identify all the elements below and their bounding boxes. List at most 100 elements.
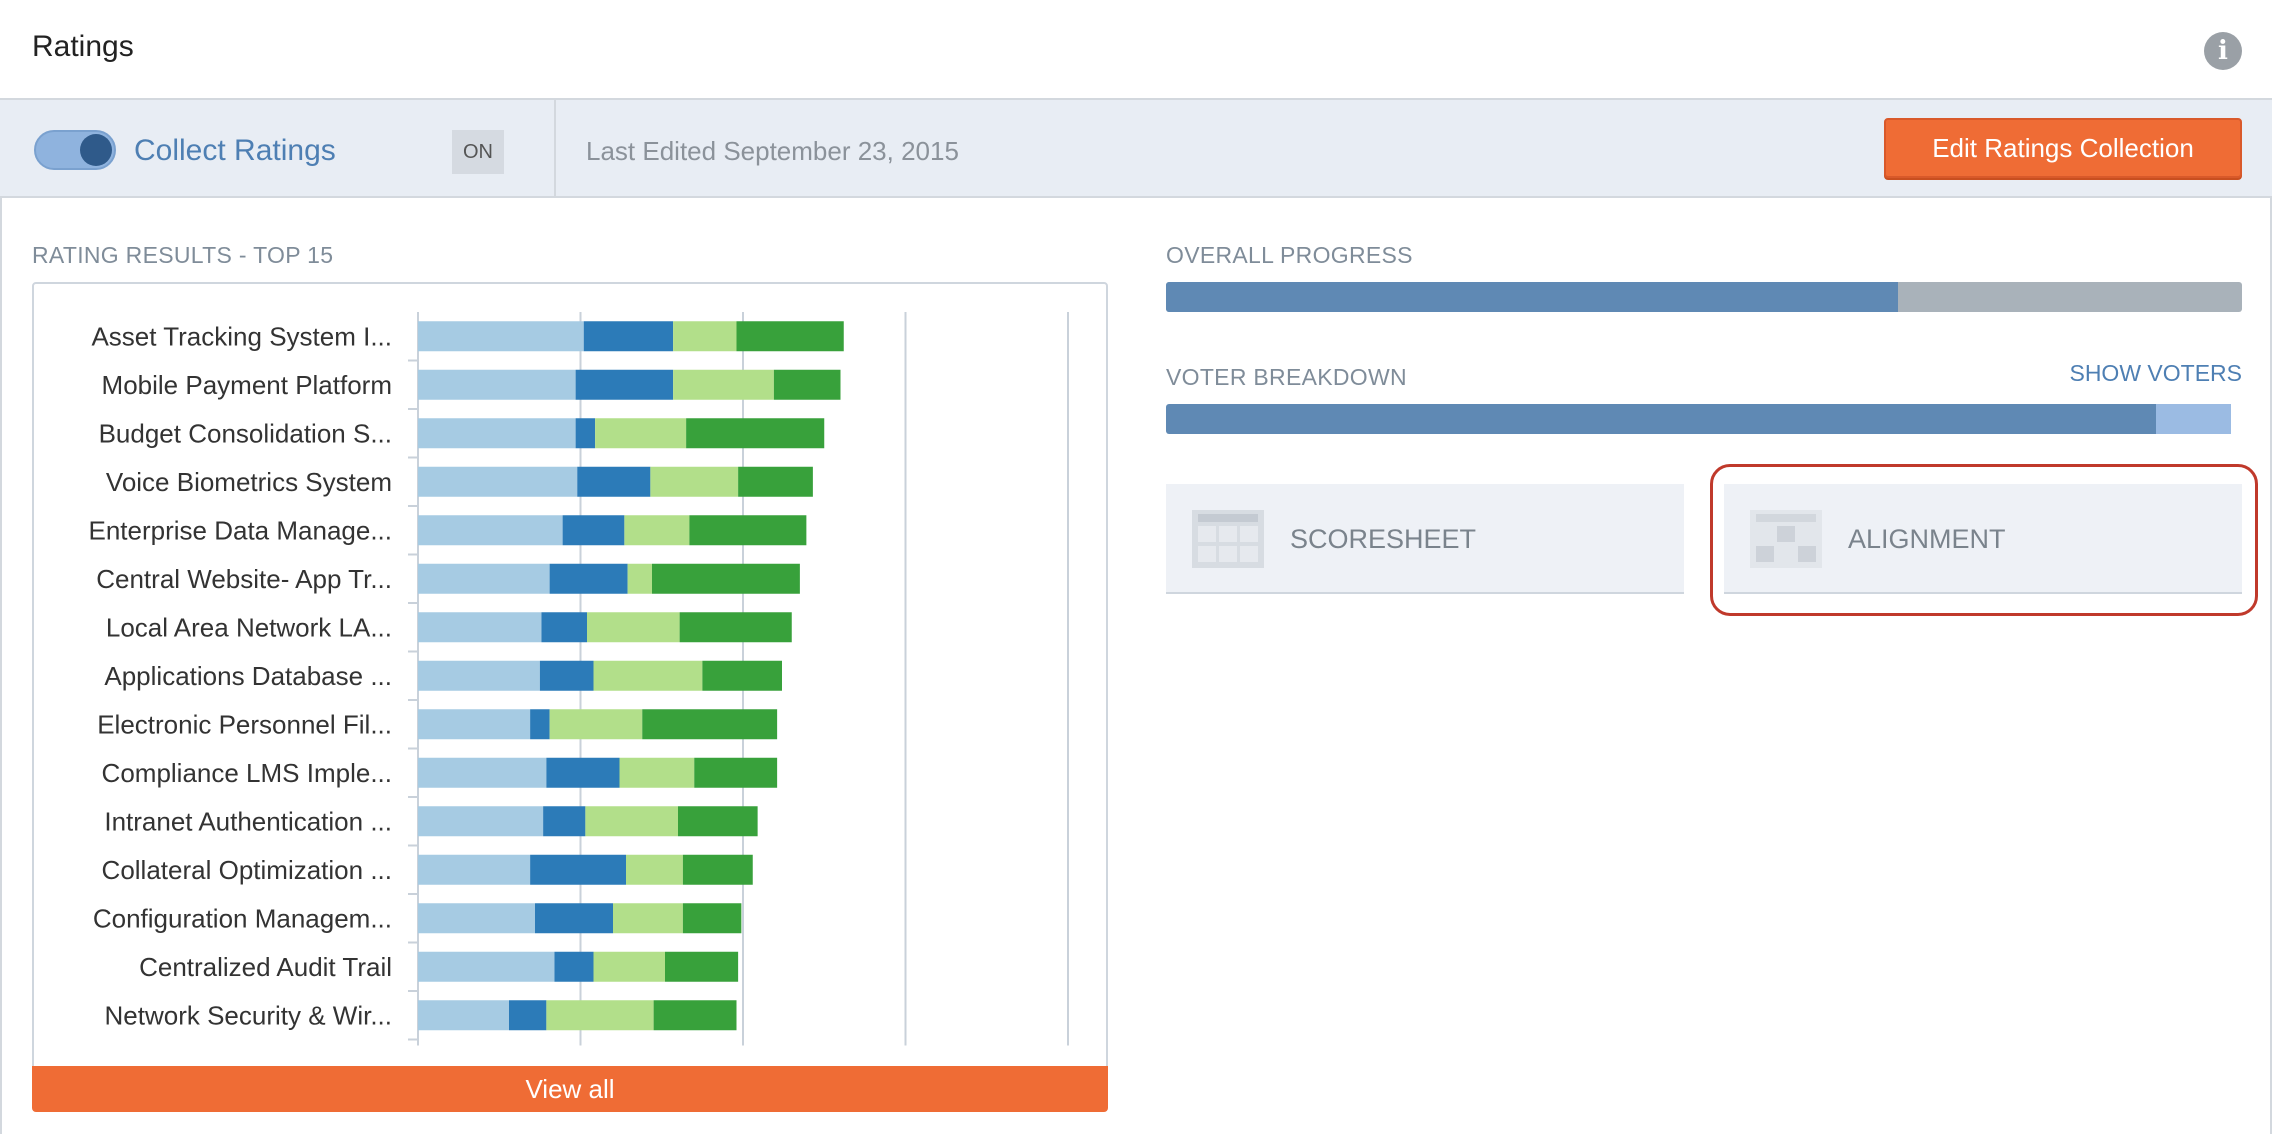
chart-bar-segment[interactable]: [619, 757, 695, 788]
chart-category-label: Compliance LMS Imple...: [102, 758, 392, 788]
chart-bar-segment[interactable]: [652, 563, 800, 594]
chart-bar-segment[interactable]: [562, 515, 625, 546]
chart-bar-segment[interactable]: [738, 466, 813, 497]
collect-ratings-toggle[interactable]: [34, 130, 116, 170]
chart-bar-segment[interactable]: [546, 757, 620, 788]
chart-category-label: Collateral Optimization ...: [102, 855, 392, 885]
chart-bar-segment[interactable]: [418, 854, 531, 885]
chart-bar-segment[interactable]: [650, 466, 739, 497]
toolbar-divider: [554, 100, 556, 198]
chart-category-label: Enterprise Data Manage...: [89, 515, 393, 545]
chart-bar-segment[interactable]: [418, 369, 576, 400]
chart-bar-segment[interactable]: [682, 854, 753, 885]
scoresheet-card[interactable]: SCORESHEET: [1166, 484, 1684, 594]
chart-bar-segment[interactable]: [587, 612, 680, 643]
chart-bar-segment[interactable]: [624, 515, 690, 546]
chart-bar-segment[interactable]: [418, 951, 555, 982]
chart-bar-segment[interactable]: [535, 903, 613, 934]
rating-results-label: RATING RESULTS - TOP 15: [32, 242, 334, 268]
chart-category-label: Local Area Network LA...: [106, 612, 392, 642]
chart-bar-segment[interactable]: [418, 709, 531, 740]
chart-category-label: Network Security & Wir...: [105, 1000, 393, 1030]
alignment-highlight-outline: [1710, 464, 2258, 616]
voter-breakdown-bar: [1166, 404, 2242, 434]
chart-bar-segment[interactable]: [653, 1000, 737, 1031]
chart-bar-segment[interactable]: [418, 515, 563, 546]
voter-breakdown-label: VOTER BREAKDOWN: [1166, 364, 1407, 390]
chart-bar-segment[interactable]: [418, 757, 547, 788]
voter-breakdown-fill-secondary: [2155, 404, 2232, 434]
chart-category-label: Centralized Audit Trail: [139, 952, 392, 982]
scoresheet-icon: [1192, 510, 1264, 568]
chart-category-label: Intranet Authentication ...: [104, 806, 392, 836]
ratings-toolbar: Collect Ratings ON Last Edited September…: [0, 100, 2272, 198]
voter-breakdown-fill-primary: [1166, 404, 2156, 434]
chart-bar-segment[interactable]: [773, 369, 841, 400]
chart-bar-segment[interactable]: [626, 854, 683, 885]
chart-bar-segment[interactable]: [593, 660, 703, 691]
chart-category-label: Asset Tracking System I...: [91, 321, 392, 351]
toggle-state-badge: ON: [452, 130, 504, 174]
chart-bar-segment[interactable]: [583, 321, 674, 352]
chart-bar-segment[interactable]: [418, 418, 576, 449]
chart-bar-segment[interactable]: [530, 709, 550, 740]
chart-category-label: Central Website- App Tr...: [96, 564, 392, 594]
chart-bar-segment[interactable]: [575, 418, 596, 449]
chart-bar-segment[interactable]: [549, 563, 628, 594]
chart-bar-segment[interactable]: [673, 369, 774, 400]
alignment-card[interactable]: ALIGNMENT: [1724, 484, 2242, 594]
chart-bar-segment[interactable]: [418, 612, 542, 643]
chart-bar-segment[interactable]: [627, 563, 652, 594]
chart-bar-segment[interactable]: [642, 709, 778, 740]
chart-bar-segment[interactable]: [554, 951, 594, 982]
chart-bar-segment[interactable]: [418, 903, 535, 934]
chart-bar-segment[interactable]: [546, 1000, 654, 1031]
chart-bar-segment[interactable]: [418, 321, 584, 352]
chart-bar-segment[interactable]: [549, 709, 643, 740]
chart-bar-segment[interactable]: [673, 321, 737, 352]
chart-bar-segment[interactable]: [541, 612, 588, 643]
chart-bar-segment[interactable]: [418, 563, 550, 594]
rating-results-chart: Asset Tracking System I... Mobile Payment…: [32, 282, 1108, 1072]
chart-bar-segment[interactable]: [585, 806, 678, 837]
chart-bar-segment[interactable]: [686, 418, 825, 449]
collect-ratings-label: Collect Ratings: [134, 134, 336, 167]
alignment-icon: [1750, 510, 1822, 568]
rating-results-svg: Asset Tracking System I... Mobile Payment…: [89, 312, 1069, 1046]
alignment-label: ALIGNMENT: [1848, 524, 2006, 554]
chart-bar-segment[interactable]: [595, 418, 687, 449]
chart-bar-segment[interactable]: [575, 369, 674, 400]
chart-bar-segment[interactable]: [530, 854, 626, 885]
chart-bar-segment[interactable]: [694, 757, 778, 788]
edit-ratings-collection-button[interactable]: Edit Ratings Collection: [1884, 118, 2242, 178]
chart-bar-segment[interactable]: [702, 660, 782, 691]
chart-bar-segment[interactable]: [678, 806, 758, 837]
chart-bar-segment[interactable]: [682, 903, 742, 934]
chart-bar-segment[interactable]: [509, 1000, 547, 1031]
chart-bar-segment[interactable]: [543, 806, 586, 837]
last-edited-text: Last Edited September 23, 2015: [586, 136, 959, 166]
chart-bar-segment[interactable]: [593, 951, 666, 982]
chart-category-label: Voice Biometrics System: [106, 467, 392, 497]
chart-bar-segment[interactable]: [613, 903, 683, 934]
chart-bar-segment[interactable]: [418, 806, 544, 837]
chart-category-label: Configuration Managem...: [93, 903, 392, 933]
chart-bar-segment[interactable]: [418, 466, 578, 497]
chart-bar-segment[interactable]: [736, 321, 844, 352]
panel-title: Ratings: [32, 30, 134, 63]
view-all-button[interactable]: View all: [32, 1066, 1108, 1112]
chart-bar-segment[interactable]: [418, 1000, 509, 1031]
scoresheet-label: SCORESHEET: [1290, 524, 1477, 554]
chart-bar-segment[interactable]: [679, 612, 792, 643]
info-icon[interactable]: i: [2204, 32, 2242, 70]
toggle-knob: [80, 134, 112, 166]
chart-bar-segment[interactable]: [577, 466, 651, 497]
chart-bar-segment[interactable]: [539, 660, 594, 691]
chart-category-label: Applications Database ...: [104, 661, 392, 691]
chart-bar-segment[interactable]: [689, 515, 807, 546]
chart-category-label: Mobile Payment Platform: [102, 370, 392, 400]
chart-bar-segment[interactable]: [665, 951, 739, 982]
chart-bar-segment[interactable]: [418, 660, 540, 691]
overall-progress-fill: [1166, 282, 1898, 312]
show-voters-link[interactable]: SHOW VOTERS: [2069, 360, 2242, 386]
